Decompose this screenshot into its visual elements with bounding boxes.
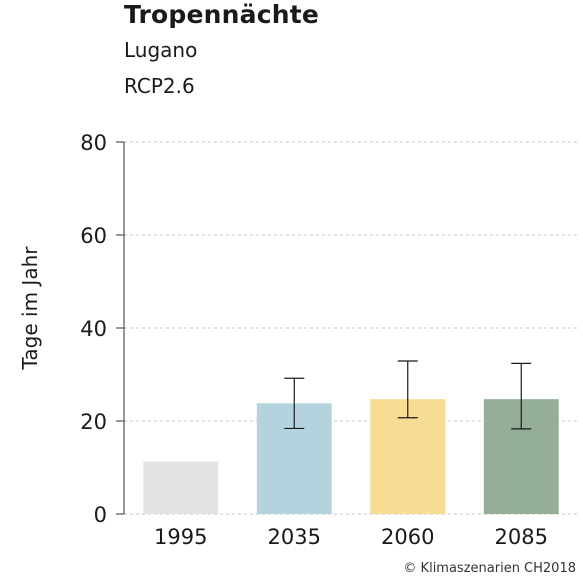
bar-1995: [143, 461, 219, 514]
bars: [143, 399, 559, 514]
y-tick-label-0: 0: [94, 503, 107, 527]
copyright-notice: © Klimaszenarien CH2018: [403, 561, 576, 576]
tick-labels: 0 20 40 60 80 1995 2035 2060 2085: [80, 131, 548, 549]
chart-title: Tropennächte: [124, 0, 320, 29]
x-tick-label-2035: 2035: [268, 525, 321, 549]
y-tick-label-40: 40: [80, 317, 107, 341]
x-tick-label-2060: 2060: [381, 525, 434, 549]
y-axis-label: Tage im Jahr: [18, 246, 42, 371]
y-tick-label-20: 20: [80, 410, 107, 434]
y-tick-label-80: 80: [80, 131, 107, 155]
y-tick-label-60: 60: [80, 224, 107, 248]
error-bars: [284, 360, 532, 430]
chart-subtitle-location: Lugano: [124, 38, 198, 62]
x-tick-label-2085: 2085: [495, 525, 548, 549]
x-tick-label-1995: 1995: [154, 525, 207, 549]
chart-subtitle-scenario: RCP2.6: [124, 74, 195, 98]
